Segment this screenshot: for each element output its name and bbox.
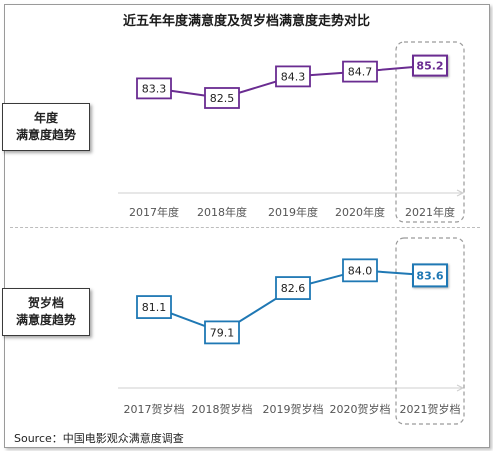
annual-point-box	[412, 54, 448, 77]
newyear-point-box	[204, 320, 240, 345]
annual-data-label: 84.3	[281, 70, 306, 83]
newyear-data-label: 79.1	[210, 326, 235, 339]
annual-data-label: 84.7	[348, 66, 373, 79]
annual-point-box	[136, 77, 172, 100]
newyear-panel-label: 贺岁档 满意度趋势	[2, 288, 90, 336]
newyear-tick-label: 2020贺岁档	[330, 402, 391, 416]
annual-point-box	[342, 60, 378, 83]
annual-label-line2: 满意度趋势	[15, 128, 76, 142]
annual-label-line1: 年度	[33, 111, 58, 125]
newyear-data-label: 82.6	[281, 282, 306, 295]
annual-point-box	[204, 87, 240, 109]
newyear-tick-label: 2021贺岁档	[400, 402, 461, 416]
annual-highlight-box	[395, 41, 465, 223]
newyear-data-label: 84.0	[348, 264, 373, 277]
newyear-point-box	[342, 258, 378, 283]
annual-tick-label: 2017年度	[129, 205, 179, 219]
annual-data-label: 85.2	[416, 60, 443, 73]
newyear-tick-label: 2018贺岁档	[192, 402, 253, 416]
newyear-data-label: 83.6	[416, 269, 443, 282]
annual-tick-label: 2020年度	[335, 205, 385, 219]
annual-point-box	[275, 65, 311, 88]
annual-data-label: 83.3	[142, 82, 167, 95]
newyear-point-box	[275, 276, 311, 300]
newyear-label-line2: 满意度趋势	[15, 313, 76, 327]
annual-tick-label: 2021年度	[405, 205, 455, 219]
newyear-point-box	[136, 295, 172, 319]
newyear-data-label: 81.1	[142, 301, 167, 314]
newyear-point-box	[412, 263, 448, 288]
annual-data-label: 82.5	[210, 92, 235, 105]
panel-divider	[10, 227, 480, 228]
annual-tick-label: 2019年度	[268, 205, 318, 219]
newyear-tick-label: 2017贺岁档	[124, 402, 185, 416]
chart-frame	[4, 4, 490, 448]
newyear-highlight-box	[395, 237, 465, 425]
newyear-label-line1: 贺岁档	[27, 296, 64, 310]
chart-title: 近五年年度满意度及贺岁档满意度走势对比	[122, 14, 370, 29]
annual-tick-label: 2018年度	[197, 205, 247, 219]
annual-axis-arrow	[456, 189, 465, 197]
newyear-tick-label: 2019贺岁档	[263, 402, 324, 416]
annual-panel-label: 年度 满意度趋势	[2, 103, 90, 151]
newyear-axis-arrow	[456, 384, 465, 392]
source-note: Source：中国电影观众满意度调查	[14, 432, 184, 445]
